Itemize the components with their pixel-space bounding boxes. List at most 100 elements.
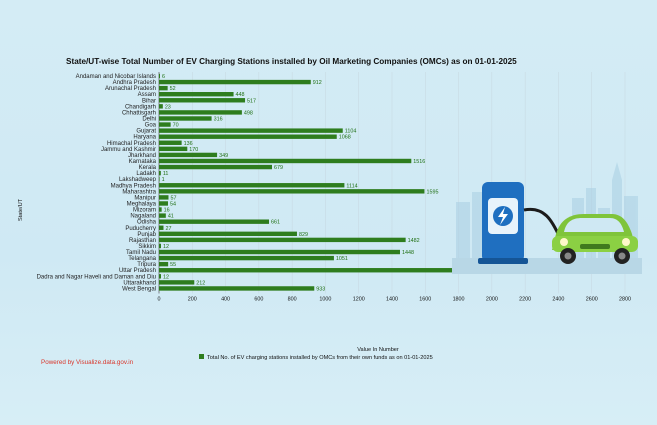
- bar[interactable]: [159, 243, 161, 249]
- x-tick-label: 1000: [319, 297, 331, 303]
- bar[interactable]: [159, 237, 406, 243]
- category-label: Rajasthan: [129, 238, 156, 244]
- bar[interactable]: [159, 146, 188, 152]
- bar[interactable]: [159, 158, 412, 164]
- x-axis-title: Value In Number: [357, 347, 399, 353]
- powered-by-link[interactable]: Powered by Visualize.data.gov.in: [41, 359, 134, 366]
- value-label: 661: [271, 220, 280, 226]
- bar[interactable]: [159, 176, 160, 182]
- value-label: 27: [165, 226, 171, 232]
- x-tick-label: 2200: [519, 297, 531, 303]
- bar[interactable]: [159, 79, 311, 85]
- value-label: 316: [214, 116, 223, 122]
- value-label: 1595: [426, 189, 438, 195]
- bar[interactable]: [159, 189, 425, 194]
- x-tick-label: 0: [158, 297, 161, 303]
- x-tick-label: 2800: [619, 297, 631, 303]
- value-label: 933: [316, 286, 325, 292]
- category-label: Himachal Pradesh: [107, 141, 156, 147]
- x-tick-label: 400: [221, 297, 230, 303]
- x-tick-label: 2400: [552, 297, 564, 303]
- bar[interactable]: [159, 268, 586, 273]
- category-label: Telangana: [128, 256, 156, 262]
- value-label: 829: [299, 232, 308, 238]
- value-label: 1448: [402, 250, 414, 256]
- category-label: Haryana: [133, 135, 156, 141]
- bar[interactable]: [159, 274, 161, 279]
- bar[interactable]: [159, 286, 315, 291]
- bar[interactable]: [159, 98, 246, 103]
- value-label: 1482: [408, 238, 420, 244]
- bar[interactable]: [159, 231, 297, 237]
- value-label: 679: [274, 165, 283, 171]
- bar[interactable]: [159, 249, 400, 255]
- value-label: 41: [168, 214, 174, 220]
- category-label: Sikkim: [138, 244, 156, 250]
- bar[interactable]: [159, 201, 168, 206]
- category-label: Punjab: [137, 232, 156, 238]
- category-label: Jammu and Kashmir: [101, 147, 156, 153]
- bar[interactable]: [159, 213, 166, 218]
- bar[interactable]: [159, 110, 242, 115]
- category-label: Assam: [138, 92, 156, 98]
- category-label: Arunachal Pradesh: [105, 86, 156, 92]
- bar[interactable]: [159, 219, 270, 224]
- value-label: 212: [196, 280, 205, 286]
- value-label: 23: [165, 104, 171, 110]
- legend-label[interactable]: Total No. of EV charging stations instal…: [207, 355, 433, 361]
- value-label: 16: [164, 208, 170, 214]
- value-label: 1516: [413, 159, 425, 165]
- category-label: Karnataka: [129, 159, 157, 165]
- bar[interactable]: [159, 73, 160, 79]
- bar[interactable]: [159, 152, 218, 158]
- category-label: Tamil Nadu: [126, 250, 156, 256]
- category-label: Lakshadweep: [119, 177, 157, 183]
- value-label: 1051: [336, 256, 348, 262]
- bar[interactable]: [159, 261, 169, 267]
- bar[interactable]: [159, 255, 334, 261]
- bar[interactable]: [159, 280, 195, 285]
- value-label: 12: [163, 274, 169, 280]
- category-label: Tripura: [137, 262, 156, 268]
- value-label: 448: [236, 92, 245, 98]
- bar[interactable]: [159, 122, 171, 127]
- bar[interactable]: [159, 85, 168, 91]
- bar[interactable]: [159, 207, 162, 212]
- category-label: Andaman and Nicobar Islands: [76, 74, 156, 80]
- value-label: 170: [189, 147, 198, 153]
- bar[interactable]: [159, 134, 337, 139]
- bar[interactable]: [159, 170, 161, 176]
- value-label: 136: [184, 141, 193, 147]
- bar[interactable]: [159, 104, 163, 109]
- category-label: Jharkhand: [128, 153, 156, 159]
- value-label: 55: [170, 262, 176, 268]
- category-label: Kerala: [139, 165, 157, 171]
- category-label: Uttar Pradesh: [119, 268, 156, 274]
- bar[interactable]: [159, 164, 273, 170]
- value-label: 52: [170, 86, 176, 92]
- x-tick-label: 1400: [386, 297, 398, 303]
- bar[interactable]: [159, 183, 345, 188]
- bar[interactable]: [159, 92, 234, 97]
- bar[interactable]: [159, 116, 212, 121]
- value-label: 70: [173, 123, 179, 129]
- category-label: Nagaland: [130, 214, 156, 220]
- bar[interactable]: [159, 195, 169, 200]
- bar[interactable]: [159, 128, 343, 133]
- category-label: Puducherry: [125, 226, 156, 232]
- category-label: Maharashtra: [122, 189, 156, 195]
- value-label: 517: [247, 98, 256, 104]
- bar[interactable]: [159, 140, 182, 145]
- category-label: Delhi: [142, 116, 156, 122]
- value-label: 57: [170, 195, 176, 201]
- bars: [159, 73, 586, 291]
- bar[interactable]: [159, 225, 164, 230]
- x-tick-label: 2000: [486, 297, 498, 303]
- value-label: 1114: [346, 183, 357, 189]
- value-label: 1: [162, 177, 165, 183]
- category-label: Madhya Pradesh: [111, 183, 156, 189]
- legend-swatch[interactable]: [199, 354, 204, 359]
